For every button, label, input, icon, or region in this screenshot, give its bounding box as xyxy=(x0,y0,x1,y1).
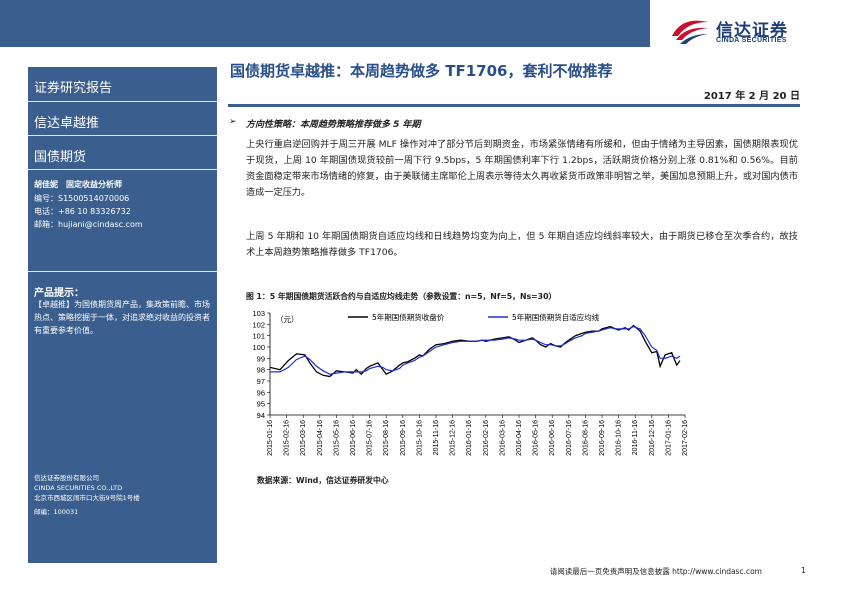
x-tick-label: 2016-05-16 xyxy=(533,420,540,456)
data-source: 数据来源：Wind，信达证券研发中心 xyxy=(257,476,389,485)
company-address: 北京市西城区闹市口大街9号院1号楼 xyxy=(34,494,140,502)
sidebar-divider xyxy=(28,135,217,136)
x-tick-label: 2015-01-16 xyxy=(267,420,274,456)
y-tick-label: 95 xyxy=(257,400,265,409)
x-tick-label: 2015-10-16 xyxy=(416,420,423,456)
x-tick-label: 2016-01-16 xyxy=(466,420,473,456)
bullet-arrow-icon: ➢ xyxy=(229,117,237,127)
sidebar-divider xyxy=(28,271,217,272)
page-number: 1 xyxy=(800,566,806,575)
analyst-name: 胡佳妮 固定收益分析师 xyxy=(34,180,122,189)
legend-label: 5年期国债期货收盘价 xyxy=(372,312,445,322)
title-rule xyxy=(228,104,800,107)
y-tick-label: 103 xyxy=(252,309,265,318)
x-tick-label: 2016-02-16 xyxy=(483,420,490,456)
x-tick-label: 2016-07-16 xyxy=(566,420,573,456)
x-tick-label: 2015-02-16 xyxy=(284,420,291,456)
x-tick-label: 2015-11-16 xyxy=(433,420,440,455)
report-title: 国债期货卓越推：本周趋势做多 TF1706，套利不做推荐 xyxy=(230,62,613,80)
x-tick-label: 2015-12-16 xyxy=(450,420,457,456)
x-tick-label: 2016-08-16 xyxy=(582,420,589,456)
y-tick-label: 102 xyxy=(252,320,265,329)
x-tick-label: 2015-03-16 xyxy=(300,420,307,456)
x-tick-label: 2017-02-16 xyxy=(682,420,689,456)
x-tick-label: 2016-09-16 xyxy=(599,420,606,456)
y-tick-label: 99 xyxy=(257,354,265,363)
series-line-2 xyxy=(270,325,681,375)
x-tick-label: 2017-01-16 xyxy=(665,420,672,456)
sidebar-divider xyxy=(28,101,217,102)
y-tick-label: 97 xyxy=(257,377,265,386)
x-tick-label: 2016-10-16 xyxy=(616,420,623,456)
cinda-logo-icon xyxy=(672,20,708,44)
sidebar: 证券研究报告 信达卓越推 国债期货 胡佳妮 固定收益分析师 编号：S150051… xyxy=(28,67,217,563)
y-tick-label: 98 xyxy=(257,366,265,375)
figure-caption: 图 1：5 年期国债期货活跃合约与自适应均线走势（参数设置：n=5，Nf=5，N… xyxy=(246,292,557,301)
x-tick-label: 2015-08-16 xyxy=(383,420,390,456)
brand-name-en: CINDA SECURITIES xyxy=(716,37,787,44)
company-name-cn: 信达证券股份有限公司 xyxy=(34,474,99,482)
x-tick-label: 2015-04-16 xyxy=(317,420,324,456)
company-zip: 邮编：100031 xyxy=(34,508,79,516)
tips-title: 产品提示： xyxy=(34,288,84,299)
x-tick-label: 2016-11-16 xyxy=(632,420,639,455)
x-tick-label: 2015-09-16 xyxy=(400,420,407,456)
x-tick-label: 2016-04-16 xyxy=(516,420,523,456)
analyst-id: 编号：S1500514070006 xyxy=(34,194,130,203)
tips-body: 【卓越推】为国债期货周产品，集政策前瞻、市场热点、策略挖掘于一体，对追求绝对收益… xyxy=(34,300,210,335)
series-line-1 xyxy=(269,324,681,378)
y-tick-label: 94 xyxy=(257,411,265,420)
y-tick-label: 100 xyxy=(252,343,265,352)
analyst-email: 邮箱：hujiani@cindasc.com xyxy=(34,220,143,229)
company-info: 信达证券股份有限公司 CINDA SECURITIES CO.,LTD 北京市西… xyxy=(34,473,140,517)
header-bar xyxy=(0,0,650,47)
sidebar-section-category: 国债期货 xyxy=(34,150,87,165)
sidebar-section-product: 信达卓越推 xyxy=(34,116,100,131)
legend-label: 5年期国债期货自适应均线 xyxy=(512,312,600,322)
x-tick-label: 2016-03-16 xyxy=(499,420,506,456)
sidebar-divider xyxy=(28,169,217,170)
x-tick-label: 2015-07-16 xyxy=(367,420,374,456)
price-chart: 94 95 96 97 98 99 100 101 102 103 （元） 2015-01-16 201… xyxy=(252,309,689,456)
y-tick-label: 101 xyxy=(252,332,265,341)
y-axis-label: （元） xyxy=(276,315,299,324)
brand-logo: 信达证券 CINDA SECURITIES xyxy=(668,14,828,46)
y-tick-label: 96 xyxy=(257,388,265,397)
paragraph-2: 上周 5 年期和 10 年期国债期货自适应均线和日线趋势均变为向上，但 5 年期… xyxy=(246,231,798,258)
x-tick-label: 2015-05-16 xyxy=(333,420,340,456)
analyst-phone: 电话：+86 10 83326732 xyxy=(34,207,131,216)
section-heading: 方向性策略：本周趋势策略推荐做多 5 年期 xyxy=(246,120,421,130)
report-date: 2017 年 2 月 20 日 xyxy=(703,91,800,102)
sidebar-section-report: 证券研究报告 xyxy=(34,81,113,96)
x-tick-label: 2016-12-16 xyxy=(649,420,656,456)
footer-notice: 请阅读最后一页免责声明及信息披露 http://www.cindasc.com xyxy=(549,567,762,576)
x-tick-label: 2015-06-16 xyxy=(350,420,357,456)
x-tick-label: 2016-06-16 xyxy=(549,420,556,456)
paragraph-1: 上央行重启逆回购并于周三开展 MLF 操作对冲了部分节后到期资金，市场紧张情绪有… xyxy=(246,139,798,198)
brand-name-cn: 信达证券 xyxy=(716,21,788,41)
company-name-en: CINDA SECURITIES CO.,LTD xyxy=(34,484,123,492)
